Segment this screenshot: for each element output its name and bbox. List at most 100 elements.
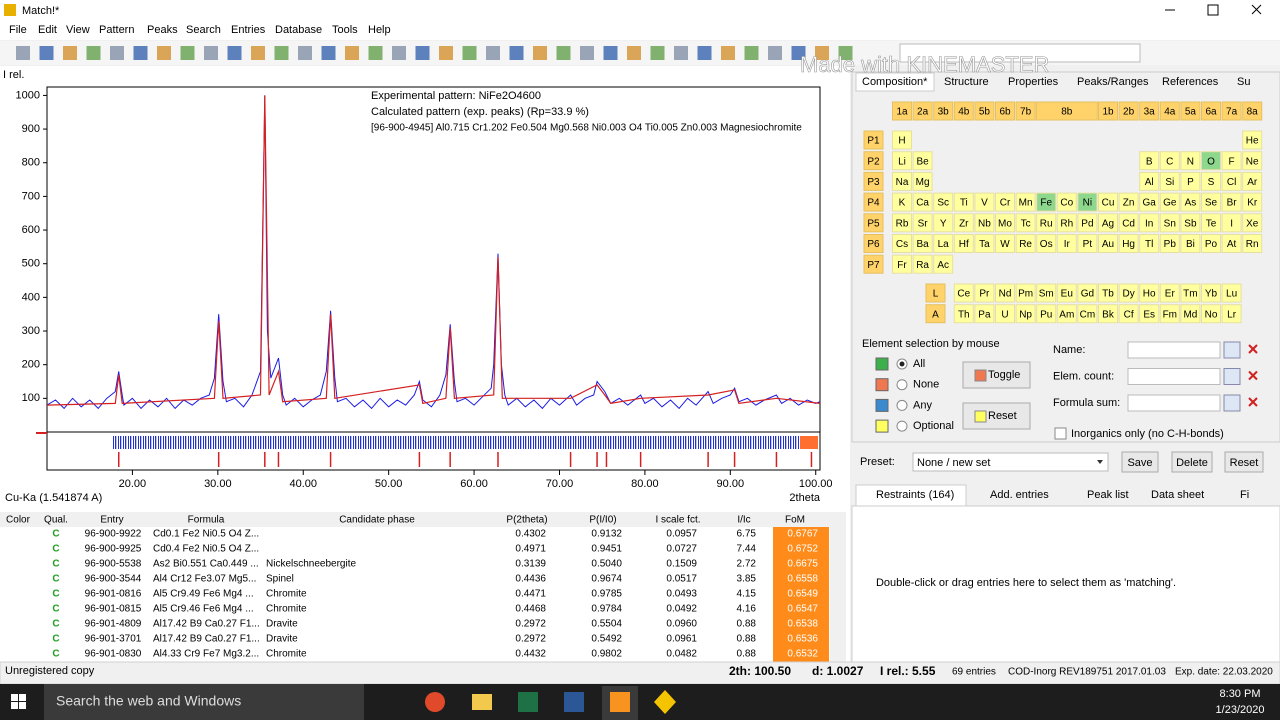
element-cell[interactable] xyxy=(912,192,933,212)
element[interactable]: Re xyxy=(1019,239,1032,250)
radio-label[interactable]: None xyxy=(913,379,939,391)
element[interactable]: Er xyxy=(1165,289,1176,300)
table-cell[interactable]: 0.6767 xyxy=(787,529,818,540)
radio[interactable] xyxy=(896,399,908,411)
element[interactable]: Pb xyxy=(1164,239,1177,250)
toolbar-button[interactable] xyxy=(63,46,77,60)
element-cell[interactable] xyxy=(1159,304,1180,324)
table-cell[interactable]: 0.0960 xyxy=(666,619,697,630)
quality[interactable]: C xyxy=(52,619,59,630)
element[interactable]: Ti xyxy=(960,198,968,209)
dropdown[interactable] xyxy=(912,452,1109,472)
table-cell[interactable]: 0.4971 xyxy=(515,544,546,555)
table-cell[interactable]: 96-901-0830 xyxy=(85,649,142,660)
element[interactable]: Yb xyxy=(1205,289,1218,300)
group-label[interactable]: 3b xyxy=(938,107,950,118)
toolbar-button[interactable] xyxy=(368,46,383,60)
element[interactable]: Al xyxy=(1145,177,1154,188)
series-label[interactable]: A xyxy=(932,309,939,320)
table-cell[interactable]: 0.4432 xyxy=(515,649,546,660)
element[interactable]: B xyxy=(1146,156,1153,167)
element[interactable]: Th xyxy=(958,309,970,320)
table-cell[interactable]: 0.4471 xyxy=(515,589,546,600)
table-cell[interactable]: 96-900-5538 xyxy=(85,559,142,570)
element[interactable]: At xyxy=(1227,239,1237,250)
table-cell[interactable]: Chromite xyxy=(266,649,307,660)
element-cell[interactable] xyxy=(1139,171,1160,191)
toolbar-button[interactable] xyxy=(274,46,289,60)
element[interactable]: Br xyxy=(1227,198,1238,209)
table-cell[interactable]: Cd0.1 Fe2 Ni0.5 O4 Z... xyxy=(153,529,259,540)
element[interactable]: He xyxy=(1246,136,1259,147)
element-cell[interactable] xyxy=(995,234,1015,253)
period-cell[interactable] xyxy=(863,234,884,253)
toolbar-button[interactable] xyxy=(180,46,195,60)
checkbox[interactable] xyxy=(1054,427,1067,440)
element[interactable]: Ac xyxy=(937,260,949,271)
table-cell[interactable]: 4.16 xyxy=(737,604,757,615)
tab[interactable]: Peak list xyxy=(1087,489,1129,501)
element[interactable]: Mn xyxy=(1019,198,1033,209)
table-cell[interactable]: 0.9802 xyxy=(591,649,622,660)
element[interactable]: Pd xyxy=(1081,218,1093,229)
tab[interactable]: Su xyxy=(1237,76,1250,88)
menu-item[interactable]: Help xyxy=(368,24,391,36)
element-cell[interactable] xyxy=(1221,304,1242,324)
tab[interactable]: Peaks/Ranges xyxy=(1077,76,1149,88)
element-cell[interactable] xyxy=(1056,283,1077,303)
element[interactable]: Ca xyxy=(916,198,929,209)
element-cell[interactable] xyxy=(1180,213,1201,233)
element[interactable]: Cl xyxy=(1227,177,1236,188)
element[interactable]: H xyxy=(898,136,905,147)
table-cell[interactable]: 0.6549 xyxy=(787,589,818,600)
table-cell[interactable]: Chromite xyxy=(266,604,307,615)
toolbar-button[interactable] xyxy=(251,46,265,60)
tab[interactable]: Properties xyxy=(1008,76,1059,88)
table-cell[interactable]: 7.44 xyxy=(737,544,757,555)
element-cell[interactable] xyxy=(1118,283,1139,303)
tab[interactable]: Add. entries xyxy=(990,489,1049,501)
element-cell[interactable] xyxy=(1056,213,1077,233)
element-cell[interactable] xyxy=(933,192,954,212)
tab[interactable]: Composition* xyxy=(862,76,928,88)
checkbox-label[interactable]: Inorganics only (no C-H-bonds) xyxy=(1071,428,1224,440)
element-cell[interactable] xyxy=(974,213,995,233)
table-cell[interactable]: 0.5504 xyxy=(591,619,622,630)
element[interactable]: Li xyxy=(898,156,906,167)
element[interactable]: Tb xyxy=(1102,289,1114,300)
group-cell[interactable] xyxy=(1180,101,1201,121)
button-label[interactable]: Reset xyxy=(1230,457,1259,469)
element-cell[interactable] xyxy=(953,283,974,303)
input[interactable] xyxy=(1127,368,1221,385)
table-cell[interactable]: 0.9674 xyxy=(591,574,622,585)
element[interactable]: Ar xyxy=(1247,177,1258,188)
toolbar-button[interactable] xyxy=(462,46,477,60)
close[interactable] xyxy=(1251,4,1262,15)
element[interactable]: Cs xyxy=(896,239,908,250)
table-cell[interactable]: 0.4468 xyxy=(515,604,546,615)
element-cell[interactable] xyxy=(1036,192,1057,212)
clear-button[interactable] xyxy=(1248,370,1258,381)
element-cell[interactable] xyxy=(1056,304,1077,324)
period-label[interactable]: P5 xyxy=(867,218,880,229)
table-cell[interactable]: 0.9784 xyxy=(591,604,622,615)
button[interactable] xyxy=(962,361,1031,389)
element-cell[interactable] xyxy=(974,304,995,324)
element[interactable]: S xyxy=(1208,177,1215,188)
series-label[interactable]: L xyxy=(933,289,939,300)
maximize[interactable] xyxy=(1207,4,1219,16)
radio-label[interactable]: All xyxy=(913,358,925,370)
element-cell[interactable] xyxy=(1201,171,1221,191)
toolbar-button[interactable] xyxy=(345,46,359,60)
input[interactable] xyxy=(1127,394,1221,412)
table-cell[interactable]: 0.88 xyxy=(737,649,757,660)
element[interactable]: Tm xyxy=(1183,289,1197,300)
group-cell[interactable] xyxy=(912,101,933,121)
tab[interactable]: Data sheet xyxy=(1151,489,1204,501)
element-cell[interactable] xyxy=(892,130,912,150)
element[interactable]: P xyxy=(1187,177,1194,188)
menu-item[interactable]: File xyxy=(9,24,27,36)
search-field[interactable] xyxy=(899,43,1141,63)
element[interactable]: Zr xyxy=(959,218,969,229)
lookup-button[interactable] xyxy=(1223,341,1241,359)
